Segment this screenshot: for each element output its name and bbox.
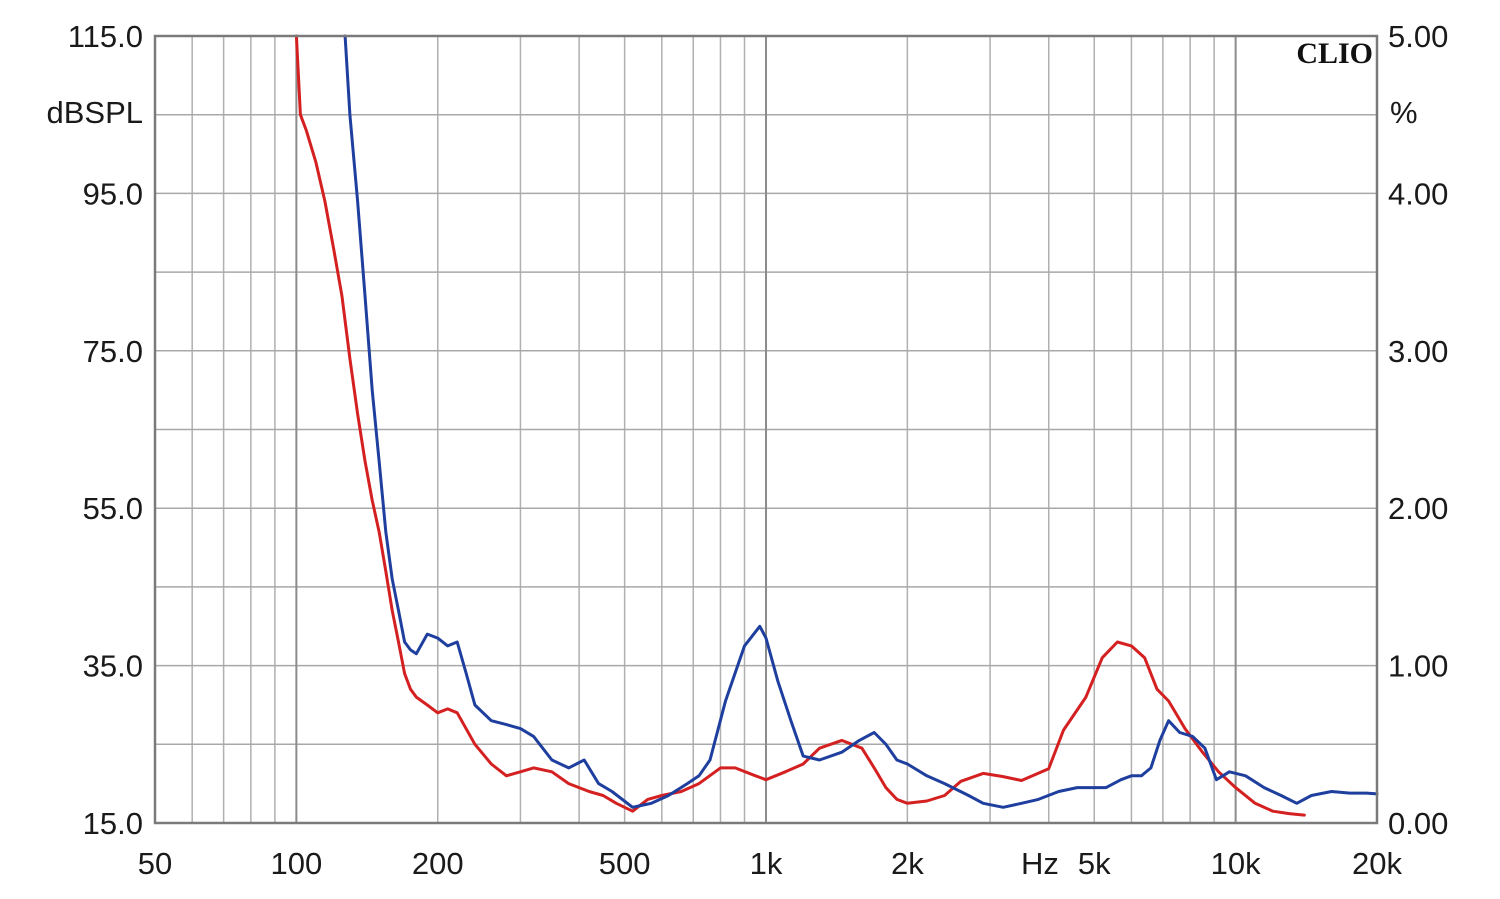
x-tick-label: 200 — [412, 846, 464, 881]
series-line-2 — [343, 34, 1379, 809]
y-left-tick-label: 15.0 — [83, 806, 143, 841]
y-left-tick-label: 75.0 — [83, 334, 143, 369]
series-layer — [294, 34, 1379, 817]
y-right-tick-label: 1.00 — [1388, 649, 1448, 684]
y-left-tick-label: 115.0 — [68, 19, 143, 54]
y-left-tick-labels: 115.0 95.0 75.0 55.0 35.0 15.0 — [68, 19, 143, 841]
y-right-tick-label: 5.00 — [1388, 19, 1448, 54]
y-left-tick-label: 55.0 — [83, 491, 143, 526]
x-tick-label: 500 — [599, 846, 651, 881]
grid-major — [295, 36, 1237, 823]
left-axis-unit: dBSPL — [46, 95, 143, 130]
x-tick-label: 1k — [750, 846, 783, 881]
y-right-tick-label: 3.00 — [1388, 334, 1448, 369]
y-left-tick-label: 95.0 — [83, 176, 143, 211]
x-tick-labels: 50 100 200 500 1k 2k 5k 10k 20k — [138, 846, 1403, 881]
right-axis-unit: % — [1390, 95, 1418, 130]
x-tick-label: 2k — [891, 846, 924, 881]
y-left-tick-label: 35.0 — [83, 649, 143, 684]
x-tick-label: 50 — [138, 846, 172, 881]
y-right-tick-label: 0.00 — [1388, 806, 1448, 841]
x-tick-label: 10k — [1211, 846, 1261, 881]
series-line-1 — [294, 34, 1306, 817]
y-right-tick-labels: 5.00 4.00 3.00 2.00 1.00 0.00 — [1388, 19, 1448, 841]
brand-logo-text: CLIO — [1296, 37, 1373, 70]
x-tick-label: 5k — [1078, 846, 1111, 881]
x-tick-label: 100 — [271, 846, 323, 881]
x-axis-unit: Hz — [1021, 846, 1059, 881]
x-tick-label: 20k — [1352, 846, 1402, 881]
plot-frame — [153, 34, 1379, 825]
y-right-tick-label: 2.00 — [1388, 491, 1448, 526]
y-right-tick-label: 4.00 — [1388, 176, 1448, 211]
